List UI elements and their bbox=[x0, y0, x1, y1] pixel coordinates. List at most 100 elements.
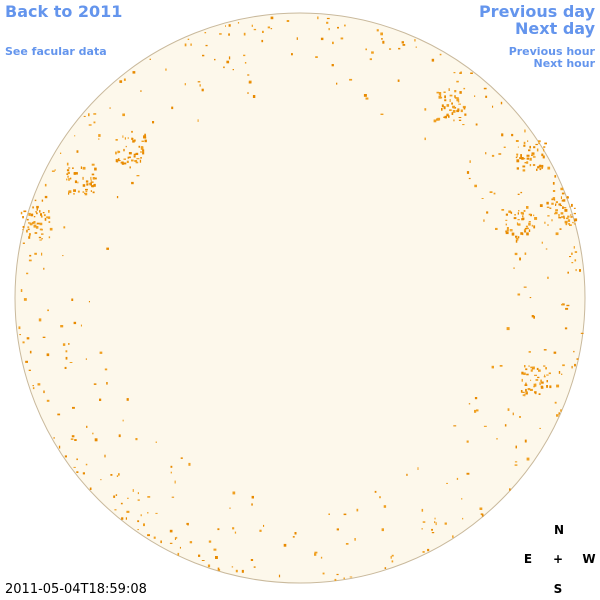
facula bbox=[431, 528, 433, 531]
facula bbox=[516, 154, 518, 158]
facula bbox=[493, 192, 496, 195]
facula bbox=[36, 222, 40, 225]
facula bbox=[228, 56, 231, 60]
facula bbox=[28, 236, 31, 239]
facula bbox=[135, 438, 138, 441]
facula bbox=[500, 101, 503, 105]
facula bbox=[228, 33, 230, 36]
facula bbox=[397, 79, 400, 82]
facula bbox=[481, 198, 484, 199]
facula bbox=[516, 160, 519, 162]
facula bbox=[457, 109, 459, 112]
facular-link[interactable]: See facular data bbox=[5, 45, 107, 58]
facula bbox=[44, 183, 47, 187]
facula bbox=[518, 210, 520, 212]
facula bbox=[147, 534, 150, 537]
facula bbox=[501, 133, 504, 137]
facula bbox=[137, 492, 139, 495]
facula bbox=[533, 383, 537, 387]
facula bbox=[155, 441, 157, 443]
facula bbox=[42, 212, 45, 214]
facula bbox=[371, 51, 374, 54]
facula bbox=[565, 307, 569, 310]
facula bbox=[528, 365, 530, 367]
facula bbox=[122, 113, 125, 117]
facula bbox=[527, 388, 531, 391]
facula bbox=[480, 513, 483, 515]
facula bbox=[549, 385, 552, 389]
facula bbox=[247, 74, 250, 76]
facula bbox=[219, 33, 222, 35]
facula bbox=[509, 230, 513, 232]
facula bbox=[82, 176, 84, 180]
facula bbox=[376, 29, 379, 32]
facula bbox=[74, 135, 76, 137]
facula bbox=[116, 196, 119, 199]
facula bbox=[560, 409, 562, 412]
facula bbox=[457, 108, 460, 112]
facula bbox=[197, 81, 201, 83]
facula bbox=[526, 154, 530, 157]
previous-day-link[interactable]: Previous day bbox=[478, 2, 595, 21]
facula bbox=[83, 115, 86, 117]
facula bbox=[555, 203, 557, 206]
facula bbox=[543, 146, 546, 148]
facula bbox=[40, 228, 43, 231]
facula bbox=[562, 206, 564, 209]
previous-hour-link[interactable]: Previous hour bbox=[508, 45, 595, 58]
back-link[interactable]: Back to 2011 bbox=[5, 2, 123, 21]
facula bbox=[71, 435, 75, 438]
facula bbox=[520, 154, 522, 158]
facula bbox=[365, 97, 369, 100]
facula bbox=[573, 207, 576, 209]
facula bbox=[544, 374, 546, 377]
facula bbox=[179, 546, 181, 549]
facula bbox=[27, 228, 30, 231]
facula bbox=[33, 224, 37, 228]
facula bbox=[560, 187, 564, 191]
facula bbox=[526, 206, 529, 209]
facula bbox=[36, 207, 38, 211]
facula bbox=[531, 152, 535, 156]
facula bbox=[491, 365, 494, 369]
facula bbox=[140, 151, 143, 153]
facula bbox=[554, 211, 558, 215]
facula bbox=[434, 517, 436, 520]
facula bbox=[528, 221, 531, 223]
facula bbox=[232, 491, 236, 495]
facula bbox=[547, 224, 549, 226]
facula bbox=[128, 152, 132, 155]
facula bbox=[332, 41, 334, 45]
facula bbox=[63, 226, 66, 229]
facula bbox=[517, 193, 520, 195]
next-day-link[interactable]: Next day bbox=[515, 19, 595, 38]
facula bbox=[380, 113, 384, 115]
facula bbox=[525, 225, 528, 228]
facula bbox=[523, 210, 526, 212]
facula bbox=[114, 509, 117, 511]
facula bbox=[491, 154, 495, 157]
facula bbox=[456, 80, 459, 83]
facula bbox=[558, 412, 560, 415]
facula bbox=[535, 379, 539, 381]
facula bbox=[133, 153, 136, 156]
facula bbox=[57, 413, 61, 416]
facula bbox=[20, 289, 23, 292]
facula bbox=[28, 234, 31, 237]
facula bbox=[126, 160, 129, 163]
facula bbox=[506, 327, 510, 331]
facula bbox=[524, 252, 527, 255]
facula bbox=[441, 97, 443, 99]
facula bbox=[92, 191, 95, 194]
facula bbox=[76, 471, 79, 473]
facula bbox=[34, 199, 37, 202]
next-hour-link[interactable]: Next hour bbox=[533, 57, 596, 70]
facula bbox=[22, 341, 25, 344]
facula bbox=[118, 434, 121, 438]
facula bbox=[66, 173, 69, 175]
facula bbox=[36, 205, 39, 209]
facula bbox=[533, 214, 535, 217]
facula bbox=[524, 129, 526, 133]
facula bbox=[476, 409, 479, 412]
facula bbox=[143, 135, 147, 138]
